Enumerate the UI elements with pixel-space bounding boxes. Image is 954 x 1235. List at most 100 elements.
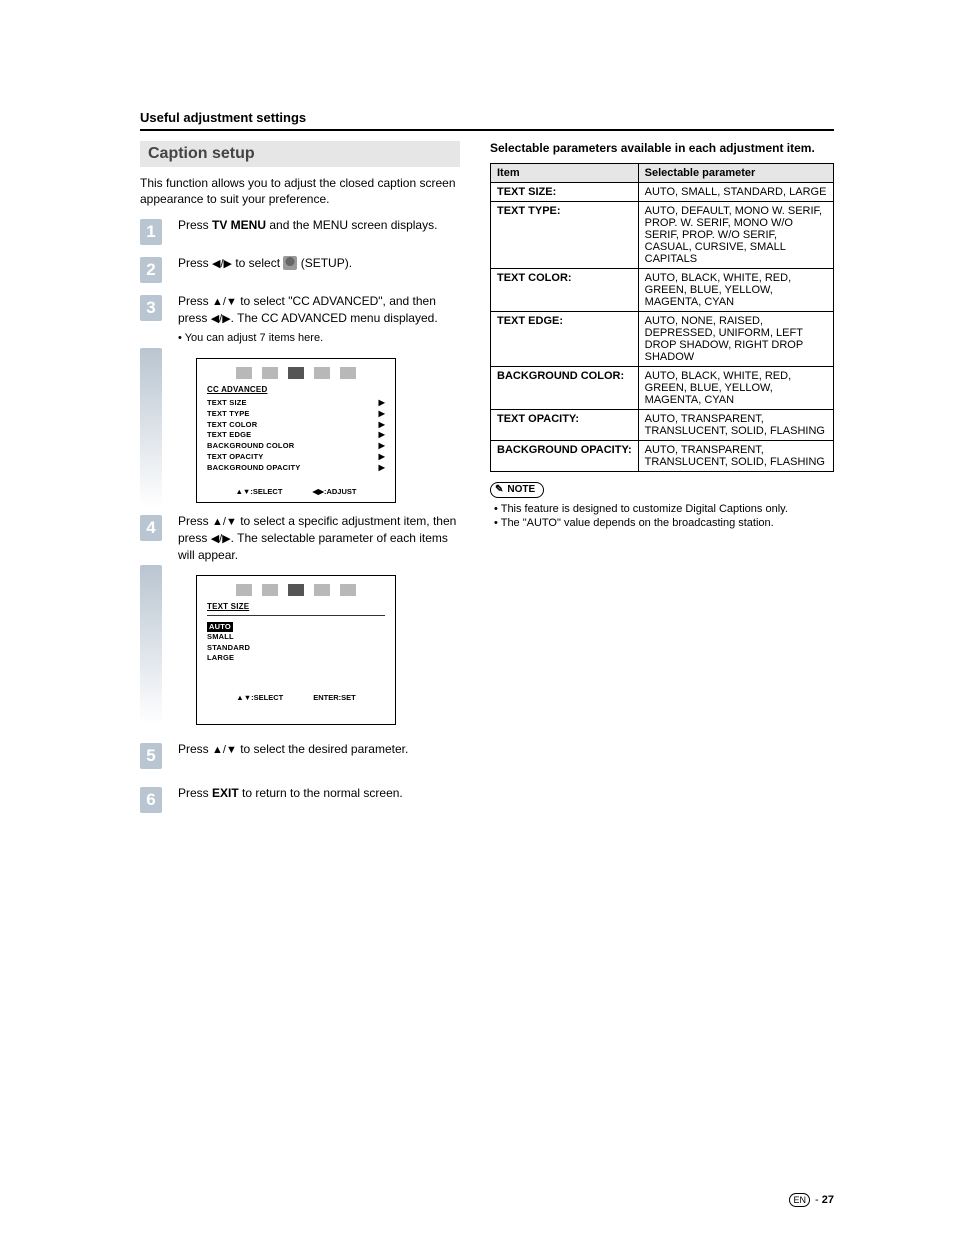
exit-bold: EXIT — [212, 786, 239, 800]
table-row: TEXT TYPE:AUTO, DEFAULT, MONO W. SERIF, … — [491, 201, 834, 268]
menu-icon — [236, 367, 252, 379]
text: - — [812, 1194, 822, 1206]
two-column-layout: Caption setup This function allows you t… — [140, 141, 834, 823]
text: Press — [178, 294, 212, 308]
note-item: This feature is designed to customize Di… — [502, 502, 834, 517]
note-badge: NOTE — [490, 482, 544, 498]
up-down-arrows-icon: ▲/▼ — [212, 744, 237, 756]
table-header-row: Item Selectable parameter — [491, 163, 834, 182]
step-2: 2 Press ◀/▶ to select (SETUP). — [140, 255, 460, 283]
params-table: Item Selectable parameter TEXT SIZE:AUTO… — [490, 163, 834, 472]
lang-badge: EN — [789, 1193, 810, 1207]
menu-icon — [340, 367, 356, 379]
chevron-right-icon: ▶ — [379, 409, 385, 420]
left-right-arrows-icon: ◀/▶ — [212, 258, 232, 270]
osd-menu-icons — [207, 367, 385, 379]
step-number: 1 — [140, 219, 162, 245]
osd-footer: ▲▼:SELECT ◀▶:ADJUST — [207, 487, 385, 496]
col-param: Selectable parameter — [638, 163, 833, 182]
menu-icon-selected — [288, 584, 304, 596]
step-tail — [140, 565, 162, 725]
osd-footer: ▲▼:SELECT ENTER:SET — [207, 693, 385, 702]
menu-icon — [340, 584, 356, 596]
menu-icon — [314, 367, 330, 379]
left-right-arrows-icon: ◀/▶ — [211, 533, 231, 545]
osd-item: TEXT EDGE▶ — [207, 430, 385, 441]
osd-foot-adjust: ◀▶:ADJUST — [312, 487, 356, 496]
section-title: Useful adjustment settings — [140, 110, 306, 125]
osd-item-list: TEXT SIZE▶ TEXT TYPE▶ TEXT COLOR▶ TEXT E… — [207, 398, 385, 474]
text: You can adjust 7 items here. — [185, 332, 323, 344]
step-6-text: Press EXIT to return to the normal scree… — [178, 785, 460, 801]
osd-item: TEXT OPACITY▶ — [207, 452, 385, 463]
osd-item: BACKGROUND OPACITY▶ — [207, 463, 385, 474]
note-item: The "AUTO" value depends on the broadcas… — [502, 516, 834, 531]
chevron-right-icon: ▶ — [379, 420, 385, 431]
text: Press — [178, 256, 212, 270]
menu-icon — [262, 584, 278, 596]
osd-item: LARGE — [207, 653, 385, 663]
osd-item: TEXT SIZE▶ — [207, 398, 385, 409]
text: Press — [178, 786, 212, 800]
left-right-arrows-icon: ◀/▶ — [211, 313, 231, 325]
table-row: BACKGROUND OPACITY:AUTO, TRANSPARENT, TR… — [491, 440, 834, 471]
menu-icon — [314, 584, 330, 596]
step-3-text: Press ▲/▼ to select "CC ADVANCED", and t… — [178, 293, 460, 346]
table-row: BACKGROUND COLOR:AUTO, BLACK, WHITE, RED… — [491, 366, 834, 409]
chevron-right-icon: ▶ — [379, 452, 385, 463]
step-3-bullet: • You can adjust 7 items here. — [178, 331, 460, 346]
page-number: 27 — [822, 1194, 834, 1206]
caption-intro: This function allows you to adjust the c… — [140, 175, 460, 207]
params-heading: Selectable parameters available in each … — [490, 141, 834, 157]
up-down-arrows-icon: ▲/▼ — [212, 296, 237, 308]
step-number: 4 — [140, 515, 162, 541]
page-footer: EN - 27 — [789, 1193, 834, 1207]
osd-item: TEXT TYPE▶ — [207, 409, 385, 420]
chevron-right-icon: ▶ — [379, 463, 385, 474]
step-number: 5 — [140, 743, 162, 769]
osd-item-list: AUTO SMALL STANDARD LARGE — [207, 622, 385, 663]
step-number: 3 — [140, 295, 162, 321]
step-1: 1 Press TV MENU and the MENU screen disp… — [140, 217, 460, 245]
caption-setup-title: Caption setup — [140, 141, 460, 167]
text: . The CC ADVANCED menu displayed. — [231, 311, 438, 325]
table-row: TEXT OPACITY:AUTO, TRANSPARENT, TRANSLUC… — [491, 409, 834, 440]
chevron-right-icon: ▶ — [379, 441, 385, 452]
text: to return to the normal screen. — [239, 786, 403, 800]
text: to select — [232, 256, 283, 270]
notes-list: This feature is designed to customize Di… — [490, 502, 834, 532]
section-header: Useful adjustment settings — [140, 110, 834, 131]
osd-foot-select: ▲▼:SELECT — [236, 487, 283, 496]
osd-item: SMALL — [207, 632, 385, 642]
text: and the MENU screen displays. — [266, 218, 437, 232]
chevron-right-icon: ▶ — [379, 430, 385, 441]
table-row: TEXT COLOR:AUTO, BLACK, WHITE, RED, GREE… — [491, 268, 834, 311]
text: Press — [178, 742, 212, 756]
menu-icon-selected — [288, 367, 304, 379]
table-row: TEXT SIZE:AUTO, SMALL, STANDARD, LARGE — [491, 182, 834, 201]
osd-cc-advanced: CC ADVANCED TEXT SIZE▶ TEXT TYPE▶ TEXT C… — [196, 358, 396, 504]
left-column: Caption setup This function allows you t… — [140, 141, 460, 823]
step-3: 3 Press ▲/▼ to select "CC ADVANCED", and… — [140, 293, 460, 346]
osd-item: TEXT COLOR▶ — [207, 420, 385, 431]
osd-item: BACKGROUND COLOR▶ — [207, 441, 385, 452]
chevron-right-icon: ▶ — [379, 398, 385, 409]
col-item: Item — [491, 163, 639, 182]
step-number: 6 — [140, 787, 162, 813]
text: to select the desired parameter. — [237, 742, 408, 756]
step-4-text: Press ▲/▼ to select a specific adjustmen… — [178, 513, 460, 563]
osd-foot-select: ▲▼:SELECT — [236, 693, 283, 702]
right-column: Selectable parameters available in each … — [490, 141, 834, 823]
text: Press — [178, 218, 212, 232]
step-number: 2 — [140, 257, 162, 283]
osd-menu-icons — [207, 584, 385, 596]
note-label: NOTE — [507, 484, 535, 495]
menu-icon — [236, 584, 252, 596]
step-tail — [140, 348, 162, 508]
step-2-text: Press ◀/▶ to select (SETUP). — [178, 255, 460, 272]
step-3-tail-row: CC ADVANCED TEXT SIZE▶ TEXT TYPE▶ TEXT C… — [140, 348, 460, 514]
osd-item: AUTO — [207, 622, 385, 632]
osd-text-size: TEXT SIZE AUTO SMALL STANDARD LARGE ▲▼:S… — [196, 575, 396, 725]
text: Press — [178, 514, 212, 528]
text: (SETUP). — [297, 256, 352, 270]
